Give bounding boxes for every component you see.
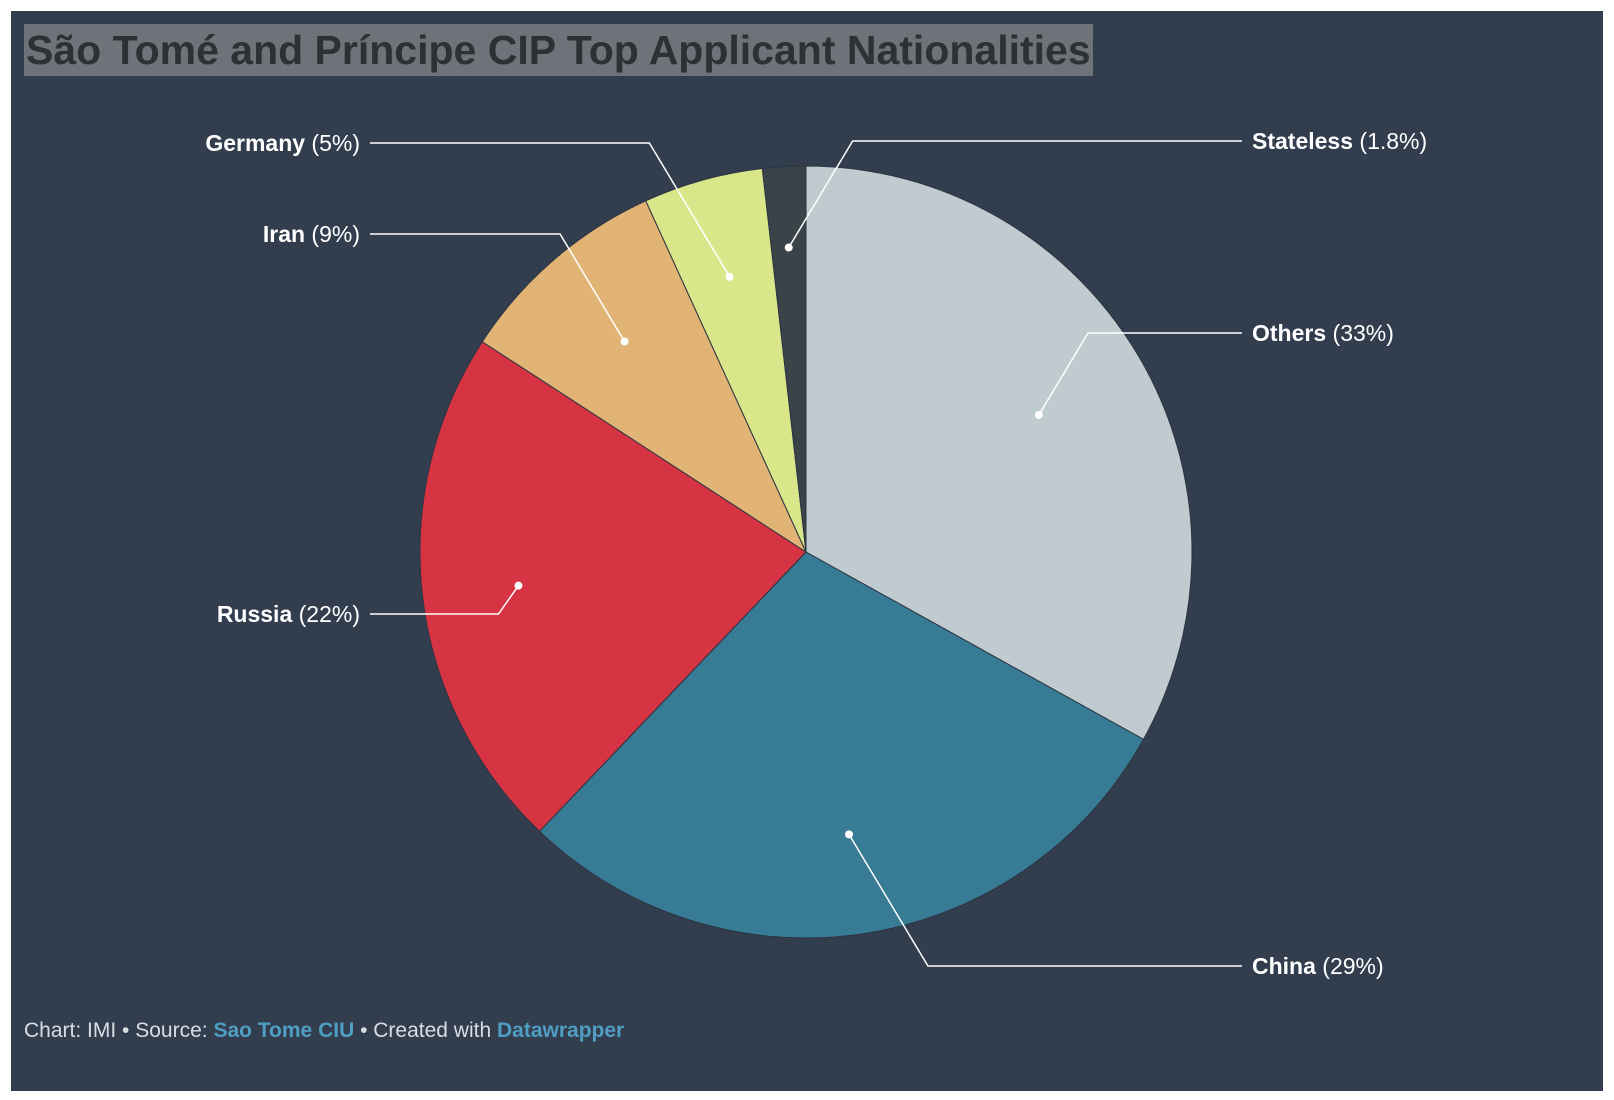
leader-line-stateless [788,140,1242,248]
pie-slice-iran [481,200,808,554]
slice-label-value: (33%) [1326,320,1394,346]
leader-line-china [848,833,1242,967]
label-dot-germany [725,272,734,281]
label-dot-others [1034,410,1043,419]
pie-slice-china [538,551,1145,939]
pie-slice-russia [419,341,807,833]
leader-lines [370,140,1242,967]
slice-label-name: Germany [205,130,305,156]
footer-source-prefix: Source: [135,1019,214,1042]
footer-separator: • [354,1019,374,1042]
slice-labels: Others (33%) China (29%) Russia (22%) Iran … [205,128,1427,979]
slice-label-name: Iran [263,221,305,247]
slice-label-iran: Iran (9%) [263,221,360,247]
footer-chart-credit: Chart: IMI [24,1019,117,1042]
slice-label-others: Others (33%) [1252,320,1394,346]
chart-footer: Chart: IMI • Source: Sao Tome CIU • Crea… [24,1019,624,1043]
leader-line-germany [370,142,731,278]
slice-label-name: Others [1252,320,1326,346]
source-link[interactable]: Sao Tome CIU [213,1019,355,1042]
pie-slice-stateless [761,165,807,553]
footer-created-prefix: Created with [373,1019,497,1042]
slice-label-germany: Germany (5%) [205,130,360,156]
leader-line-iran [370,233,626,342]
pie-slices [419,165,1193,939]
label-dot-russia [514,581,523,590]
slice-label-stateless: Stateless (1.8%) [1252,128,1427,154]
slice-label-china: China (29%) [1252,953,1384,979]
chart-title: São Tomé and Príncipe CIP Top Applicant … [24,24,1093,76]
footer-separator: • [116,1019,136,1042]
slice-label-value: (5%) [305,130,360,156]
pie-slice-others [805,165,1193,741]
slice-label-value: (29%) [1316,953,1384,979]
slice-label-name: China [1252,953,1316,979]
slice-label-russia: Russia (22%) [217,601,360,627]
slice-label-name: Stateless [1252,128,1353,154]
slice-label-value: (22%) [292,601,360,627]
label-dot-stateless [784,243,793,252]
slice-label-name: Russia [217,601,293,627]
leader-line-others [1038,332,1242,416]
slice-label-value: (1.8%) [1353,128,1427,154]
label-dot-china [844,830,853,839]
slice-label-value: (9%) [305,221,360,247]
label-dot-iran [620,337,629,346]
datawrapper-link[interactable]: Datawrapper [497,1019,625,1042]
leader-line-russia [370,585,520,615]
